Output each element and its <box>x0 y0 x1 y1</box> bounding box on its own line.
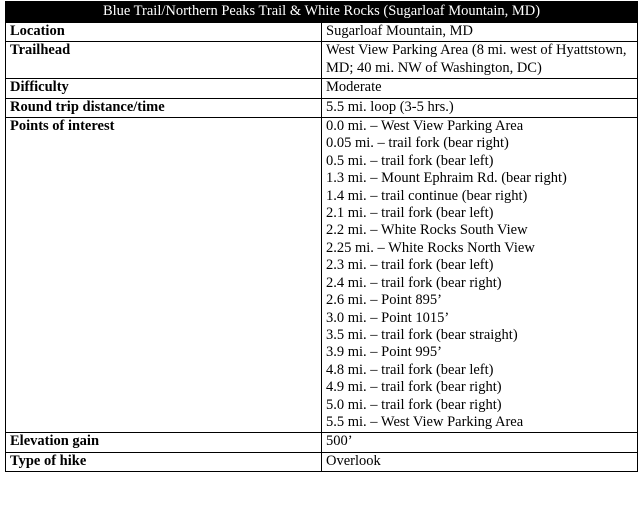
table-row-points-of-interest: Points of interest 0.0 mi. – West View P… <box>5 117 638 434</box>
point-of-interest-item: 2.2 mi. – White Rocks South View <box>326 222 528 239</box>
row-label-type-of-hike: Type of hike <box>5 451 322 473</box>
point-of-interest-item: 2.3 mi. – trail fork (bear left) <box>326 257 494 274</box>
point-of-interest-item: 3.0 mi. – Point 1015’ <box>326 309 450 326</box>
point-of-interest-item: 4.9 mi. – trail fork (bear right) <box>326 379 502 396</box>
row-value-trailhead: West View Parking Area (8 mi. west of Hy… <box>321 41 638 80</box>
point-of-interest-item: 0.0 mi. – West View Parking Area <box>326 118 524 135</box>
point-of-interest-item: 5.0 mi. – trail fork (bear right) <box>326 396 502 413</box>
point-of-interest-item: 1.3 mi. – Mount Ephraim Rd. (bear right) <box>326 170 567 187</box>
point-of-interest-item: 4.8 mi. – trail fork (bear left) <box>326 361 494 378</box>
point-of-interest-item: 3.9 mi. – Point 995’ <box>326 344 443 361</box>
row-label-elevation-gain: Elevation gain <box>5 432 322 453</box>
hike-info-table-container: Blue Trail/Northern Peaks Trail & White … <box>5 1 638 473</box>
table-title: Blue Trail/Northern Peaks Trail & White … <box>5 1 638 23</box>
point-of-interest-item: 5.5 mi. – West View Parking Area <box>326 413 524 430</box>
row-value-round-trip: 5.5 mi. loop (3-5 hrs.) <box>321 97 638 119</box>
point-of-interest-item: 2.4 mi. – trail fork (bear right) <box>326 274 502 291</box>
table-row-type-of-hike: Type of hike Overlook <box>5 451 638 473</box>
row-value-type-of-hike: Overlook <box>321 451 638 473</box>
point-of-interest-item: 3.5 mi. – trail fork (bear straight) <box>326 326 518 343</box>
table-title-row: Blue Trail/Northern Peaks Trail & White … <box>5 1 638 23</box>
point-of-interest-item: 0.5 mi. – trail fork (bear left) <box>326 152 494 169</box>
row-label-location: Location <box>5 21 322 43</box>
point-of-interest-item: 1.4 mi. – trail continue (bear right) <box>326 187 528 204</box>
row-label-round-trip: Round trip distance/time <box>5 97 322 119</box>
table-row-difficulty: Difficulty Moderate <box>5 78 638 99</box>
point-of-interest-item: 2.6 mi. – Point 895’ <box>326 292 443 309</box>
row-value-points-of-interest: 0.0 mi. – West View Parking Area 0.05 mi.… <box>321 117 638 434</box>
table-row-location: Location Sugarloaf Mountain, MD <box>5 21 638 43</box>
table-row-trailhead: Trailhead West View Parking Area (8 mi. … <box>5 41 638 80</box>
row-value-location: Sugarloaf Mountain, MD <box>321 21 638 43</box>
row-value-elevation-gain: 500’ <box>321 432 638 453</box>
point-of-interest-item: 2.1 mi. – trail fork (bear left) <box>326 205 494 222</box>
row-label-points-of-interest: Points of interest <box>5 117 322 434</box>
point-of-interest-item: 2.25 mi. – White Rocks North View <box>326 239 535 256</box>
row-label-trailhead: Trailhead <box>5 41 322 80</box>
point-of-interest-item: 0.05 mi. – trail fork (bear right) <box>326 135 509 152</box>
table-row-elevation-gain: Elevation gain 500’ <box>5 432 638 453</box>
row-value-difficulty: Moderate <box>321 78 638 99</box>
table-row-round-trip: Round trip distance/time 5.5 mi. loop (3… <box>5 97 638 119</box>
row-label-difficulty: Difficulty <box>5 78 322 99</box>
hike-info-table: Blue Trail/Northern Peaks Trail & White … <box>5 1 638 473</box>
table-body: Blue Trail/Northern Peaks Trail & White … <box>5 1 638 473</box>
points-of-interest-list: 0.0 mi. – West View Parking Area 0.05 mi.… <box>326 118 633 431</box>
